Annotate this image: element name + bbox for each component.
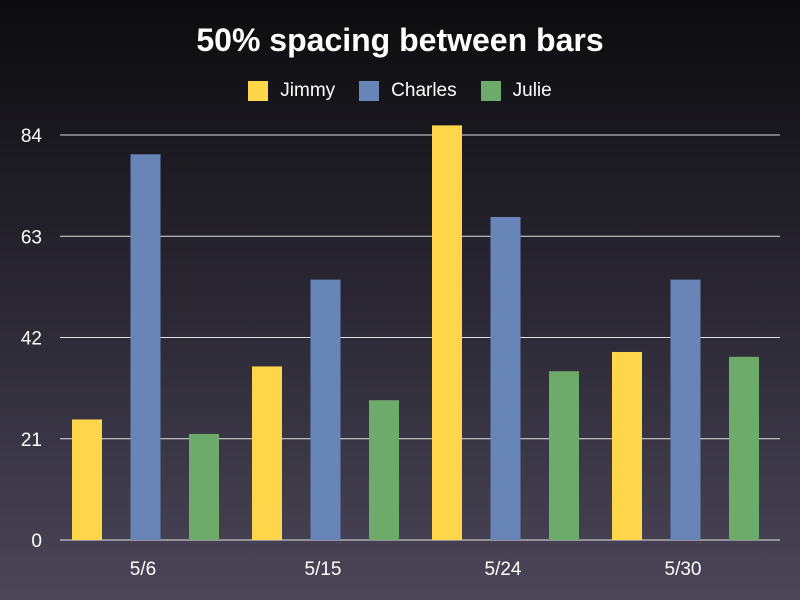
bar-julie (729, 356, 759, 540)
legend-item-jimmy[interactable]: Jimmy (248, 80, 335, 102)
legend-swatch-charles (359, 81, 380, 101)
bar-julie (189, 433, 219, 540)
y-tick-label: 0 (31, 531, 42, 552)
bar-jimmy (432, 125, 462, 540)
bar-charles (490, 216, 521, 540)
y-tick-label: 63 (21, 227, 42, 248)
bar-charles (130, 154, 161, 541)
bar-jimmy (72, 419, 102, 540)
x-tick-label: 5/30 (665, 559, 702, 580)
x-tick-label: 5/24 (485, 559, 522, 580)
chart-legend: Jimmy Charles Julie (0, 80, 800, 102)
bar-jimmy (612, 351, 642, 540)
legend-item-charles[interactable]: Charles (359, 80, 457, 102)
bar-julie (549, 371, 579, 540)
y-tick-label: 84 (21, 126, 43, 147)
bar-charles (310, 279, 341, 540)
legend-item-julie[interactable]: Julie (480, 80, 552, 102)
legend-swatch-julie (480, 81, 501, 101)
legend-label-julie: Julie (512, 80, 552, 101)
legend-label-jimmy: Jimmy (280, 80, 336, 101)
legend-swatch-jimmy (248, 81, 269, 101)
y-tick-label: 42 (21, 329, 42, 350)
bar-julie (369, 400, 399, 540)
bar-jimmy (252, 366, 282, 540)
x-tick-label: 5/6 (130, 559, 156, 580)
x-tick-label: 5/15 (305, 559, 342, 580)
chart-title: 50% spacing between bars (196, 22, 604, 58)
legend-label-charles: Charles (391, 80, 457, 101)
y-tick-label: 21 (21, 430, 42, 451)
bar-charles (670, 279, 701, 540)
